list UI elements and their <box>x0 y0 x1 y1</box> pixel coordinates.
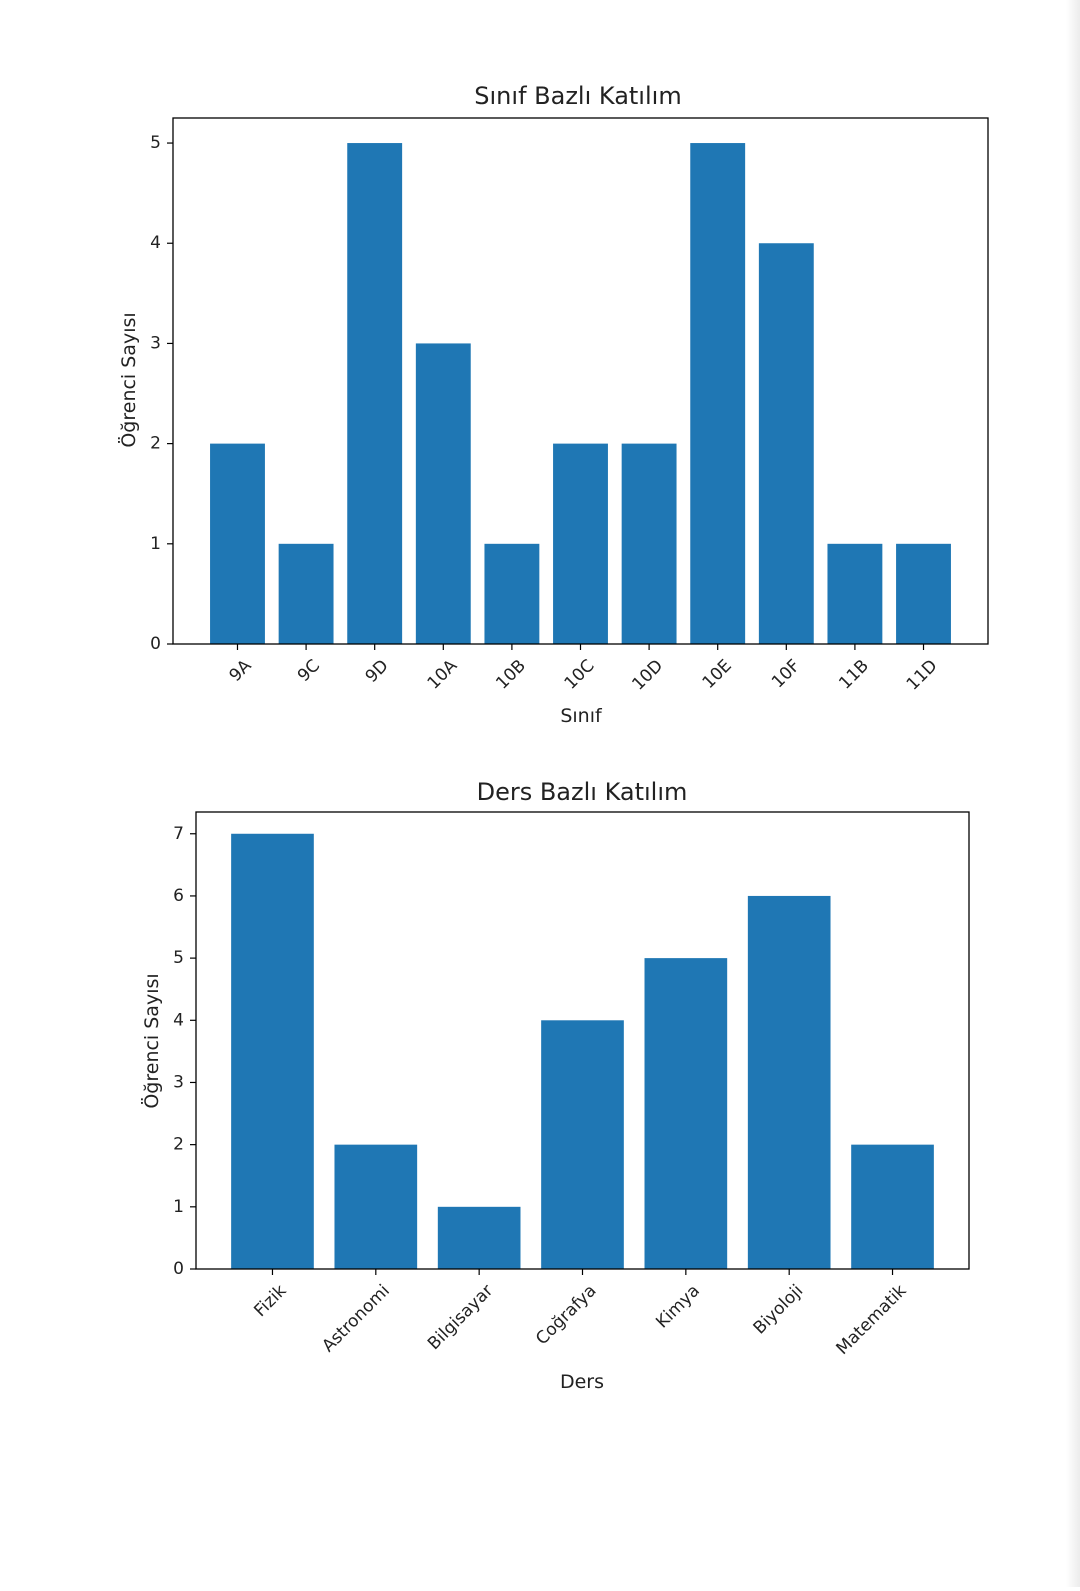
x-tick-label: Kimya <box>652 1281 704 1333</box>
chart-title: Sınıf Bazlı Katılım <box>474 82 681 110</box>
bar-11b <box>827 543 883 644</box>
y-tick-label: 4 <box>173 1010 184 1030</box>
bar-10b <box>484 543 540 644</box>
x-tick-label: Matematik <box>832 1281 910 1359</box>
bar-group <box>210 143 951 645</box>
x-tick-label: 9D <box>362 656 393 687</box>
x-tick-label: 9C <box>294 656 324 686</box>
bar-bilgisayar <box>437 1206 521 1269</box>
bar-10d <box>621 443 677 644</box>
x-tick-label: 10A <box>424 656 462 694</box>
x-tick-label: Astronomi <box>318 1281 393 1356</box>
x-tick-label: 10B <box>492 656 530 694</box>
bar-9a <box>210 443 265 644</box>
x-tick-label: 10F <box>768 656 804 692</box>
y-tick-label: 6 <box>173 886 184 906</box>
x-tick-group: Fizik Astronomi Bilgisayar Coğrafya Kimya Biy… <box>250 1269 911 1359</box>
bar-9d <box>347 143 403 645</box>
y-tick-label: 0 <box>150 634 161 654</box>
y-tick-label: 2 <box>173 1135 184 1155</box>
x-axis-label: Ders <box>560 1371 604 1393</box>
x-axis-label: Sınıf <box>560 705 603 727</box>
y-tick-label: 7 <box>173 824 184 844</box>
y-axis-label: Öğrenci Sayısı <box>117 312 140 447</box>
x-tick-label: 10E <box>699 656 736 693</box>
plot-frame <box>172 117 989 645</box>
bar-11d <box>896 543 951 644</box>
x-tick-label: Coğrafya <box>532 1281 600 1349</box>
x-tick-label: 11D <box>903 656 942 695</box>
bar-matematik <box>851 1144 934 1269</box>
bar-kimya <box>644 958 728 1269</box>
class-participation-chart: Sınıf Bazlı Katılım Sınıf Öğrenci Sayısı… <box>117 82 989 727</box>
y-tick-label: 2 <box>150 434 161 454</box>
y-tick-label: 5 <box>150 133 161 153</box>
y-tick-group: 0 1 2 3 4 5 6 7 <box>173 824 196 1279</box>
bar-astronomi <box>334 1144 418 1269</box>
x-tick-label: Bilgisayar <box>424 1281 497 1354</box>
subject-participation-chart: Ders Bazlı Katılım Ders Öğrenci Sayısı 0… <box>140 778 970 1393</box>
chart-title: Ders Bazlı Katılım <box>477 778 688 806</box>
y-tick-group: 0 1 2 3 4 5 <box>150 133 173 654</box>
bar-10c <box>553 443 608 644</box>
page-edge-shadow <box>1066 0 1080 1587</box>
x-tick-group: 9A 9C 9D 10A 10B 10C 10D 10E 10F 11B 11D <box>225 644 942 695</box>
bar-9c <box>278 543 334 644</box>
y-tick-label: 0 <box>173 1259 184 1279</box>
x-tick-label: 10C <box>561 656 599 694</box>
bar-10e <box>690 143 746 645</box>
bar-group <box>231 833 934 1269</box>
y-tick-label: 1 <box>150 534 161 554</box>
y-tick-label: 1 <box>173 1197 184 1217</box>
plot-frame <box>195 811 970 1270</box>
y-tick-label: 3 <box>173 1072 184 1092</box>
x-tick-label: 11B <box>835 656 873 694</box>
x-tick-label: Biyoloji <box>750 1281 808 1339</box>
bar-biyoloji <box>747 895 831 1269</box>
y-tick-label: 3 <box>150 333 161 353</box>
x-tick-label: 10D <box>628 656 667 695</box>
bar-coğrafya <box>541 1020 624 1269</box>
bar-10a <box>415 343 471 644</box>
x-tick-label: 9A <box>225 656 255 686</box>
bar-10f <box>758 243 814 645</box>
bar-fizik <box>231 833 314 1269</box>
y-axis-label: Öğrenci Sayısı <box>140 973 163 1108</box>
y-tick-label: 5 <box>173 948 184 968</box>
y-tick-label: 4 <box>150 233 161 253</box>
x-tick-label: Fizik <box>250 1281 290 1321</box>
